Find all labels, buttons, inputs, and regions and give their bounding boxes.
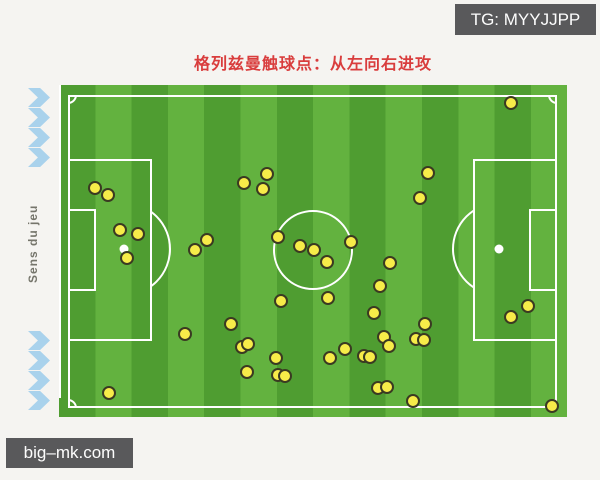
corner-arc-top-left xyxy=(68,95,78,105)
touch-point xyxy=(373,279,387,293)
touch-point xyxy=(256,182,270,196)
touch-point xyxy=(344,235,358,249)
touch-point xyxy=(521,299,535,313)
corner-arc-top-right xyxy=(547,95,557,105)
touch-point xyxy=(321,291,335,305)
touch-point xyxy=(102,386,116,400)
touch-point xyxy=(113,223,127,237)
touch-point xyxy=(200,233,214,247)
touch-point xyxy=(240,365,254,379)
touch-point xyxy=(323,351,337,365)
touch-point xyxy=(293,239,307,253)
touch-point xyxy=(271,230,285,244)
touch-point xyxy=(320,255,334,269)
chevron-right-icon xyxy=(28,391,50,410)
chevron-right-icon xyxy=(28,148,50,167)
corner-arc-bottom-left xyxy=(68,398,78,408)
touch-point xyxy=(421,166,435,180)
chevron-right-icon xyxy=(28,331,50,350)
touch-point xyxy=(274,294,288,308)
direction-chevrons-top xyxy=(28,88,50,168)
chevron-right-icon xyxy=(28,128,50,147)
touch-point xyxy=(413,191,427,205)
page-title: 格列兹曼触球点：从左向右进攻 xyxy=(193,56,432,73)
penalty-spot xyxy=(119,244,129,254)
touch-point xyxy=(307,243,321,257)
touch-point xyxy=(237,176,251,190)
touch-point xyxy=(188,243,202,257)
touch-point xyxy=(545,399,559,413)
touch-point xyxy=(241,337,255,351)
touch-point xyxy=(417,333,431,347)
touch-point xyxy=(383,256,397,270)
touch-point xyxy=(380,380,394,394)
center-circle-line xyxy=(273,210,353,290)
chevron-right-icon xyxy=(28,88,50,107)
touch-point xyxy=(131,227,145,241)
touch-point xyxy=(504,96,518,110)
direction-of-play-label: Sens du jeu xyxy=(26,204,40,284)
penalty-spot xyxy=(494,244,504,254)
touch-point xyxy=(418,317,432,331)
tg-watermark-badge: TG: MYYJJPP xyxy=(455,4,596,35)
left-goal-box-line xyxy=(68,209,96,291)
touch-point xyxy=(224,317,238,331)
halfway-line xyxy=(59,85,61,398)
touch-point xyxy=(363,350,377,364)
touch-point xyxy=(269,351,283,365)
chevron-right-icon xyxy=(28,351,50,370)
football-pitch xyxy=(59,85,567,417)
touch-point xyxy=(260,167,274,181)
touch-point xyxy=(88,181,102,195)
touch-point xyxy=(338,342,352,356)
touch-point xyxy=(101,188,115,202)
touch-point xyxy=(278,369,292,383)
touch-point xyxy=(178,327,192,341)
direction-chevrons-bottom xyxy=(28,331,50,411)
chevron-right-icon xyxy=(28,108,50,127)
touch-point xyxy=(504,310,518,324)
touch-point xyxy=(367,306,381,320)
touch-point xyxy=(120,251,134,265)
touch-points-layer xyxy=(59,85,567,417)
touch-point xyxy=(382,339,396,353)
site-watermark-badge: big–mk.com xyxy=(6,438,133,468)
touch-point xyxy=(406,394,420,408)
right-goal-box-line xyxy=(529,209,557,291)
chevron-right-icon xyxy=(28,371,50,390)
